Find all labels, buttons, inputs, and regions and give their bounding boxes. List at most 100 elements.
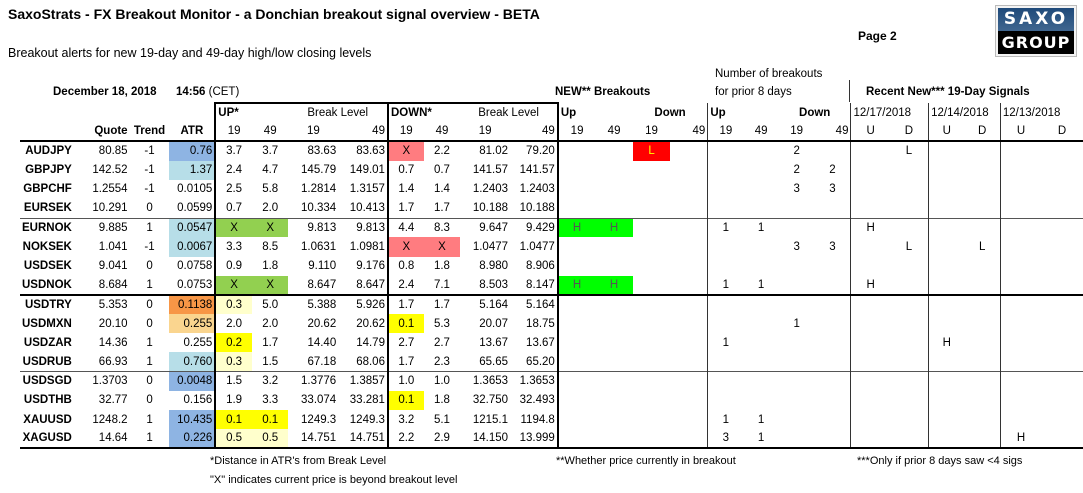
prior-down-19-cell: [779, 199, 815, 218]
down-19-cell: 1.0: [386, 371, 424, 391]
signal-1217-d: [890, 410, 929, 429]
signal-1213-u: [999, 160, 1042, 180]
signal-1213-d: [1041, 293, 1083, 315]
signal-1213-u: [999, 275, 1042, 295]
pair-label: USDSGD: [20, 371, 80, 391]
col-19: 19: [570, 125, 584, 138]
signal-1213-d: [1041, 371, 1083, 391]
up-19-cell: 0.5: [214, 429, 252, 450]
down-49-cell: 1.8: [433, 394, 450, 407]
breakout-table: UP* Break Level DOWN* Break Level Up Dow…: [20, 101, 1083, 450]
signal-1217-d: [889, 293, 929, 315]
down-break-19-cell: 1215.1: [472, 413, 509, 426]
down-break-19-cell: 1.3653: [460, 371, 511, 391]
atr-cell: 0.760: [169, 352, 216, 372]
prior-down-49-cell: [814, 429, 851, 450]
down-49-cell: 1.7: [423, 293, 461, 315]
down-break-49-cell: 32.493: [510, 390, 559, 410]
new-down-49-cell: [670, 410, 708, 429]
table-row: NOKSEK 1.041 -1 0.0067 3.3 8.5 1.0631 1.0981 X X 1…: [20, 237, 1083, 257]
signal-1214-u: [928, 237, 965, 257]
signal-1213-u: [999, 140, 1042, 161]
table-row: USDTHB 32.77 0 0.156 1.9 3.3 33.074 33.281 0.1 1.…: [20, 390, 1083, 410]
pair-label: NOKSEK: [22, 240, 72, 253]
signal-1214-d: [964, 217, 1001, 238]
new-down-19-cell: [633, 333, 671, 352]
table-row: GBPJPY 142.52 -1 1.37 2.4 4.7 145.79 149.01 0.7 0…: [20, 160, 1083, 180]
up-break-19-cell: 1.0631: [301, 240, 337, 253]
signal-1214-d: [964, 314, 1000, 333]
quote-header: Quote: [94, 125, 128, 138]
up-19-cell: 1.5: [214, 371, 252, 391]
up-break-19-cell: 14.751: [288, 429, 339, 450]
down-break-19-cell: 141.57: [472, 164, 509, 177]
new-up-49-cell: [595, 257, 632, 276]
up-break-19-cell: 9.813: [288, 217, 339, 238]
signal-1213-u: [999, 293, 1042, 315]
trend-cell: 1: [129, 217, 170, 238]
quote-cell: 9.885: [79, 217, 130, 238]
signal-1217-u: [850, 140, 890, 161]
signal-1217-u: [850, 293, 890, 315]
footnote-only-if: ***Only if prior 8 days saw <4 sigs: [857, 455, 1023, 467]
up-19-cell: 2.0: [214, 314, 252, 334]
pair-label: USDTRY: [20, 293, 80, 315]
up-49-cell: 5.8: [262, 183, 279, 196]
prior-down-19-cell: [778, 293, 815, 315]
prior-down-19-cell: [779, 410, 815, 429]
new-up-header: Up: [560, 106, 577, 119]
up-19-cell: 0.7: [214, 198, 252, 219]
signal-1217-u: H: [850, 217, 890, 238]
down-49-cell: 1.8: [433, 260, 450, 273]
up-break-level-header: Break Level: [288, 101, 388, 123]
down-break-19-cell: 1.2403: [472, 183, 509, 196]
up-49-cell: 8.5: [262, 240, 279, 253]
prior-down-49-cell: [814, 257, 851, 276]
table-row: USDRUB 66.93 1 0.760 0.3 1.5 67.18 68.06 1.7 2.3 6…: [20, 352, 1083, 372]
new-down-19-cell: [633, 199, 671, 218]
down-19-cell: 3.2: [386, 410, 424, 430]
signal-1213-d: [1041, 161, 1083, 180]
signal-1217-d: [890, 314, 929, 333]
down-19-cell: 2.4: [386, 275, 424, 295]
up-break-19-cell: 33.074: [301, 394, 337, 407]
new-up-19-cell: H: [557, 275, 596, 295]
signal-1214-d: [964, 140, 1001, 161]
new-down-19-cell: [633, 161, 671, 180]
down-49-cell: 0.7: [433, 164, 450, 177]
quote-cell: 1.041: [98, 240, 128, 253]
up-break-19-cell: 8.647: [307, 278, 337, 291]
timezone: (CET): [208, 86, 240, 98]
signal-1213-u: [999, 333, 1042, 353]
quote-cell: 5.353: [79, 293, 130, 315]
atr-cell: 10.435: [169, 410, 216, 430]
prior-up-49-cell: [743, 333, 779, 352]
down-49-cell: 2.3: [433, 355, 450, 368]
new-up-19-cell: [558, 314, 596, 333]
signal-1214-d: [964, 371, 1001, 391]
page-subtitle: Breakout alerts for new 19-day and 49-da…: [8, 46, 372, 60]
down-break-19-cell: 8.980: [479, 260, 509, 273]
signal-1214-u: [928, 314, 965, 334]
prior-down-19-cell: 1: [793, 317, 800, 330]
col-49: 49: [372, 125, 385, 138]
signal-1214-u: [928, 371, 965, 391]
up-break-49-cell: 14.751: [338, 429, 388, 450]
up-header: UP*: [214, 101, 289, 123]
table-row: USDSEK 9.041 0 0.0758 0.9 1.8 9.110 9.176 0.8 1.8…: [20, 256, 1083, 276]
up-break-49-cell: 1.3857: [338, 371, 388, 391]
down-49-cell: 5.1: [433, 413, 450, 426]
new-up-19-cell: [557, 293, 596, 315]
pair-label: GBPJPY: [25, 164, 72, 177]
logo-bottom-text: GROUP: [998, 31, 1074, 54]
signal-1213-d: [1041, 140, 1083, 161]
pair-label: USDMXN: [22, 317, 72, 330]
new-down-49-cell: [670, 371, 708, 391]
down-49-cell: 2.7: [433, 336, 450, 349]
signal-1213-u: [999, 198, 1042, 219]
up-49-cell: 0.5: [251, 429, 289, 450]
prior-down-49-cell: 3: [829, 240, 836, 253]
new-up-19-cell: [558, 199, 596, 218]
new-up-19-cell: [558, 180, 596, 199]
down-break-19-cell: 14.150: [460, 429, 511, 450]
